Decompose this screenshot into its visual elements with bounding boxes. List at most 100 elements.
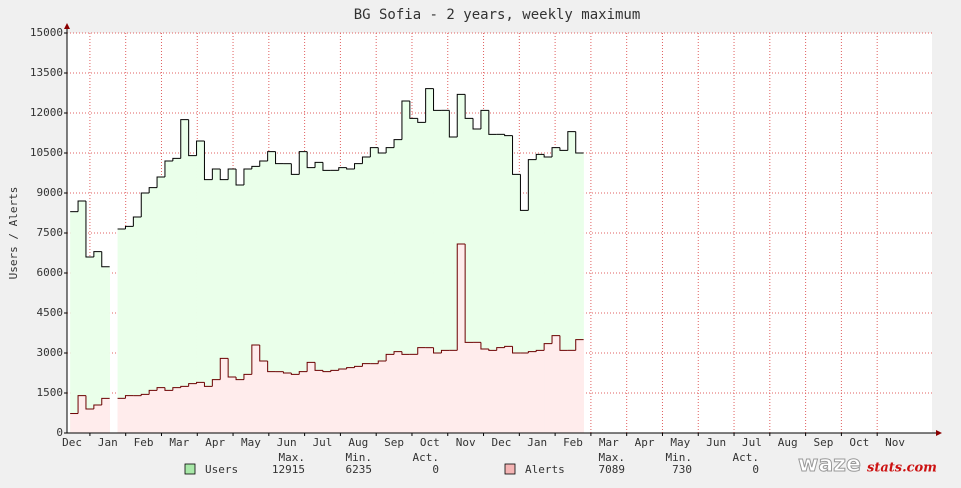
legend-stat: 0 bbox=[752, 463, 759, 476]
area-step bbox=[196, 141, 205, 433]
line-step bbox=[425, 88, 434, 123]
area-step bbox=[465, 118, 474, 433]
x-tick-label: Mar bbox=[169, 436, 189, 449]
line-step bbox=[196, 140, 205, 156]
area-step bbox=[488, 134, 498, 434]
line-step bbox=[251, 344, 260, 375]
area-step bbox=[338, 369, 347, 433]
y-tick-label: 13500 bbox=[30, 66, 63, 79]
line-step bbox=[346, 167, 355, 170]
area-step bbox=[117, 229, 126, 433]
area-step bbox=[433, 353, 442, 433]
line-step bbox=[361, 363, 371, 367]
line-step bbox=[551, 335, 560, 344]
line-step bbox=[330, 369, 339, 372]
line-step bbox=[77, 395, 86, 414]
line-step bbox=[575, 131, 584, 154]
area-step bbox=[291, 374, 300, 433]
line-step bbox=[77, 200, 86, 212]
area-step bbox=[125, 226, 134, 433]
area-step bbox=[394, 139, 403, 433]
y-tick-label: 12000 bbox=[30, 106, 63, 119]
line-step bbox=[504, 345, 513, 348]
legend-header: Max. bbox=[279, 451, 306, 464]
legend-label: Users bbox=[205, 463, 238, 476]
line-step bbox=[101, 397, 110, 405]
line-step bbox=[140, 393, 150, 396]
line-step bbox=[235, 169, 244, 186]
area-step bbox=[164, 161, 174, 433]
line-step bbox=[338, 167, 347, 171]
y-tick-label: 4500 bbox=[37, 306, 64, 319]
area-step bbox=[401, 101, 411, 433]
legend-swatch bbox=[504, 463, 516, 475]
line-step bbox=[322, 370, 331, 373]
area-step bbox=[70, 413, 79, 433]
line-step bbox=[148, 187, 158, 193]
x-tick-label: Dec bbox=[491, 436, 511, 449]
area-step bbox=[196, 382, 205, 433]
line-step bbox=[377, 360, 387, 364]
area-step bbox=[520, 210, 529, 433]
line-step bbox=[385, 353, 395, 361]
area-step bbox=[536, 154, 545, 434]
line-step bbox=[298, 371, 308, 375]
line-step bbox=[196, 381, 205, 384]
line-step bbox=[322, 162, 331, 171]
line-step bbox=[164, 387, 173, 391]
area-step bbox=[473, 342, 482, 433]
line-step bbox=[188, 383, 197, 387]
area-step bbox=[417, 347, 426, 433]
area-step bbox=[433, 110, 442, 433]
data bbox=[70, 88, 584, 434]
area-step bbox=[386, 354, 395, 433]
area-step bbox=[315, 370, 324, 433]
area-step bbox=[354, 366, 363, 433]
line-step bbox=[211, 379, 221, 387]
legend-stat: 12915 bbox=[272, 463, 305, 476]
x-tick-label: Aug bbox=[778, 436, 798, 449]
line-step bbox=[290, 163, 300, 175]
area-step bbox=[409, 118, 419, 433]
area-step bbox=[188, 383, 197, 433]
area-step bbox=[275, 371, 284, 433]
line-step bbox=[93, 251, 102, 257]
area-step bbox=[567, 131, 577, 433]
line-step bbox=[219, 169, 229, 181]
area-step bbox=[496, 347, 505, 433]
area-step bbox=[180, 386, 189, 433]
area-step bbox=[575, 153, 584, 433]
legend-header: Act. bbox=[413, 451, 440, 464]
x-tick-label: Apr bbox=[635, 436, 655, 449]
line-step bbox=[164, 160, 173, 177]
line-step bbox=[282, 371, 292, 374]
logo-waze: waze bbox=[798, 452, 861, 477]
area-step bbox=[480, 349, 490, 433]
line-step bbox=[306, 361, 316, 372]
line-step bbox=[401, 351, 410, 355]
area-step bbox=[378, 361, 387, 433]
x-tick-label: Jul bbox=[742, 436, 762, 449]
line-step bbox=[259, 345, 268, 362]
line-step bbox=[275, 151, 284, 165]
area-step bbox=[457, 243, 466, 433]
area-step bbox=[512, 353, 521, 433]
area-step bbox=[512, 174, 521, 434]
area-step bbox=[101, 266, 110, 433]
line-step bbox=[433, 347, 442, 354]
line-step bbox=[188, 119, 197, 157]
x-tick-label: Jun bbox=[277, 436, 297, 449]
line-step bbox=[488, 110, 497, 135]
area-step bbox=[575, 339, 584, 433]
line-step bbox=[298, 151, 308, 175]
area-step bbox=[417, 122, 426, 433]
area-step bbox=[346, 169, 355, 433]
area-step bbox=[275, 163, 284, 433]
line-step bbox=[235, 377, 244, 381]
area-step bbox=[370, 147, 379, 433]
line-step bbox=[417, 347, 426, 355]
line-step bbox=[227, 168, 237, 180]
legend-header: Min. bbox=[666, 451, 693, 464]
area-step bbox=[157, 387, 166, 433]
